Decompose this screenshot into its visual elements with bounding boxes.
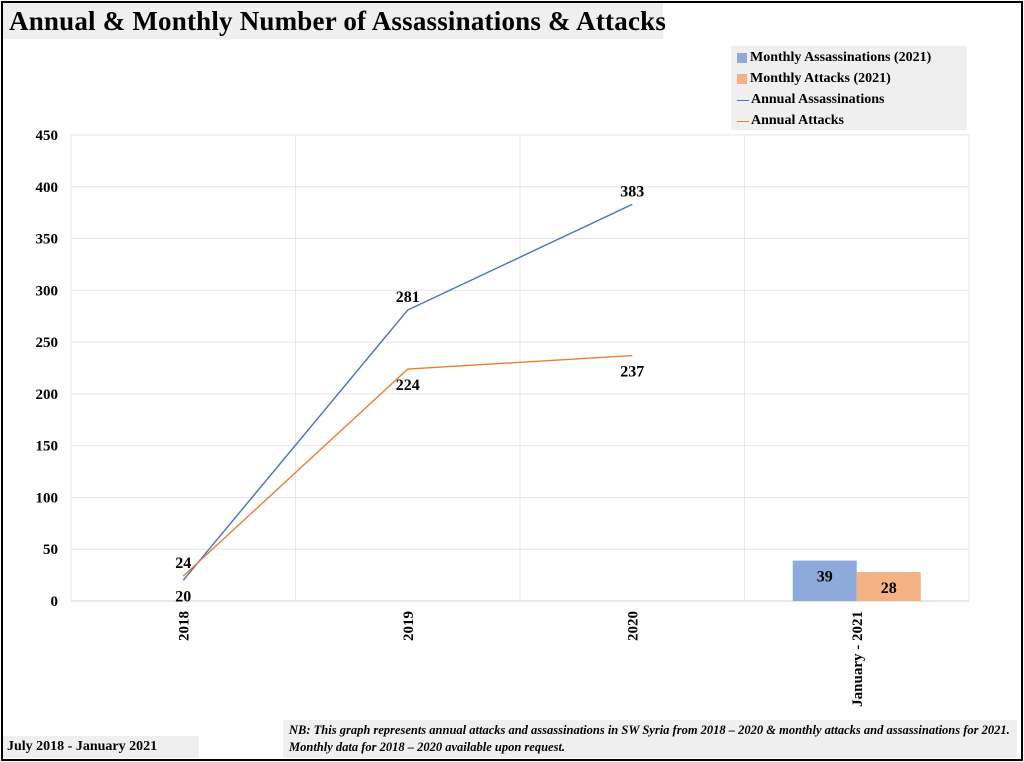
legend-swatch-monthly-assassinations [737,53,747,63]
y-tick-label: 150 [36,439,59,455]
bar [856,572,921,601]
data-label: 20 [175,588,191,605]
legend-item-monthly-assassinations: Monthly Assassinations (2021) [737,48,931,68]
data-label: 224 [396,377,420,394]
chart-title-box: Annual & Monthly Number of Assassination… [3,3,667,39]
data-label: 383 [620,183,644,200]
legend-item-annual-attacks: Annual Attacks [737,111,844,131]
y-tick-label: 450 [36,128,59,144]
data-label: 39 [817,569,833,586]
legend-label: Annual Assassinations [751,92,885,107]
legend: Monthly Assassinations (2021) Monthly At… [731,46,967,130]
y-tick-label: 250 [36,335,59,351]
chart-svg: 0 50 100 150 200 250 300 350 400 450 2018 2019 2020 J… [36,128,970,707]
date-range: July 2018 - January 2021 [7,739,158,754]
legend-label: Monthly Assassinations (2021) [750,50,932,65]
y-tick-label: 100 [36,490,59,506]
x-tick-label: 2020 [625,611,641,641]
x-tick-label: 2018 [176,611,192,641]
series-line [182,354,633,577]
legend-item-monthly-attacks: Monthly Attacks (2021) [737,69,891,89]
x-tick-label: January - 2021 [850,611,866,707]
legend-swatch-monthly-attacks [737,74,747,84]
footnote: NB: This graph represents annual attacks… [289,723,1010,754]
y-tick-label: 0 [51,594,59,610]
footnote-box: NB: This graph represents annual attacks… [283,720,1017,758]
legend-label: Monthly Attacks (2021) [750,71,891,86]
legend-line-annual-attacks [737,120,749,122]
data-label: 24 [175,555,191,572]
legend-line-annual-assassinations [737,99,749,101]
bar [792,560,857,601]
data-label: 28 [881,580,897,597]
chart-title: Annual & Monthly Number of Assassination… [9,5,667,36]
y-tick-label: 50 [43,542,58,558]
data-label: 237 [620,364,644,381]
y-tick-label: 400 [36,180,59,196]
y-tick-label: 300 [36,283,59,299]
date-range-box: July 2018 - January 2021 [3,736,199,758]
series-line [182,203,633,581]
legend-label: Annual Attacks [751,113,844,128]
legend-item-annual-assassinations: Annual Assassinations [737,90,884,110]
y-tick-label: 200 [36,387,59,403]
data-label: 281 [396,289,420,306]
y-tick-label: 350 [36,232,59,248]
x-tick-label: 2019 [401,611,417,641]
